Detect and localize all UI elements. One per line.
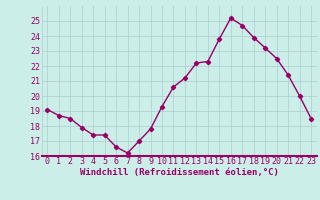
X-axis label: Windchill (Refroidissement éolien,°C): Windchill (Refroidissement éolien,°C) — [80, 168, 279, 177]
